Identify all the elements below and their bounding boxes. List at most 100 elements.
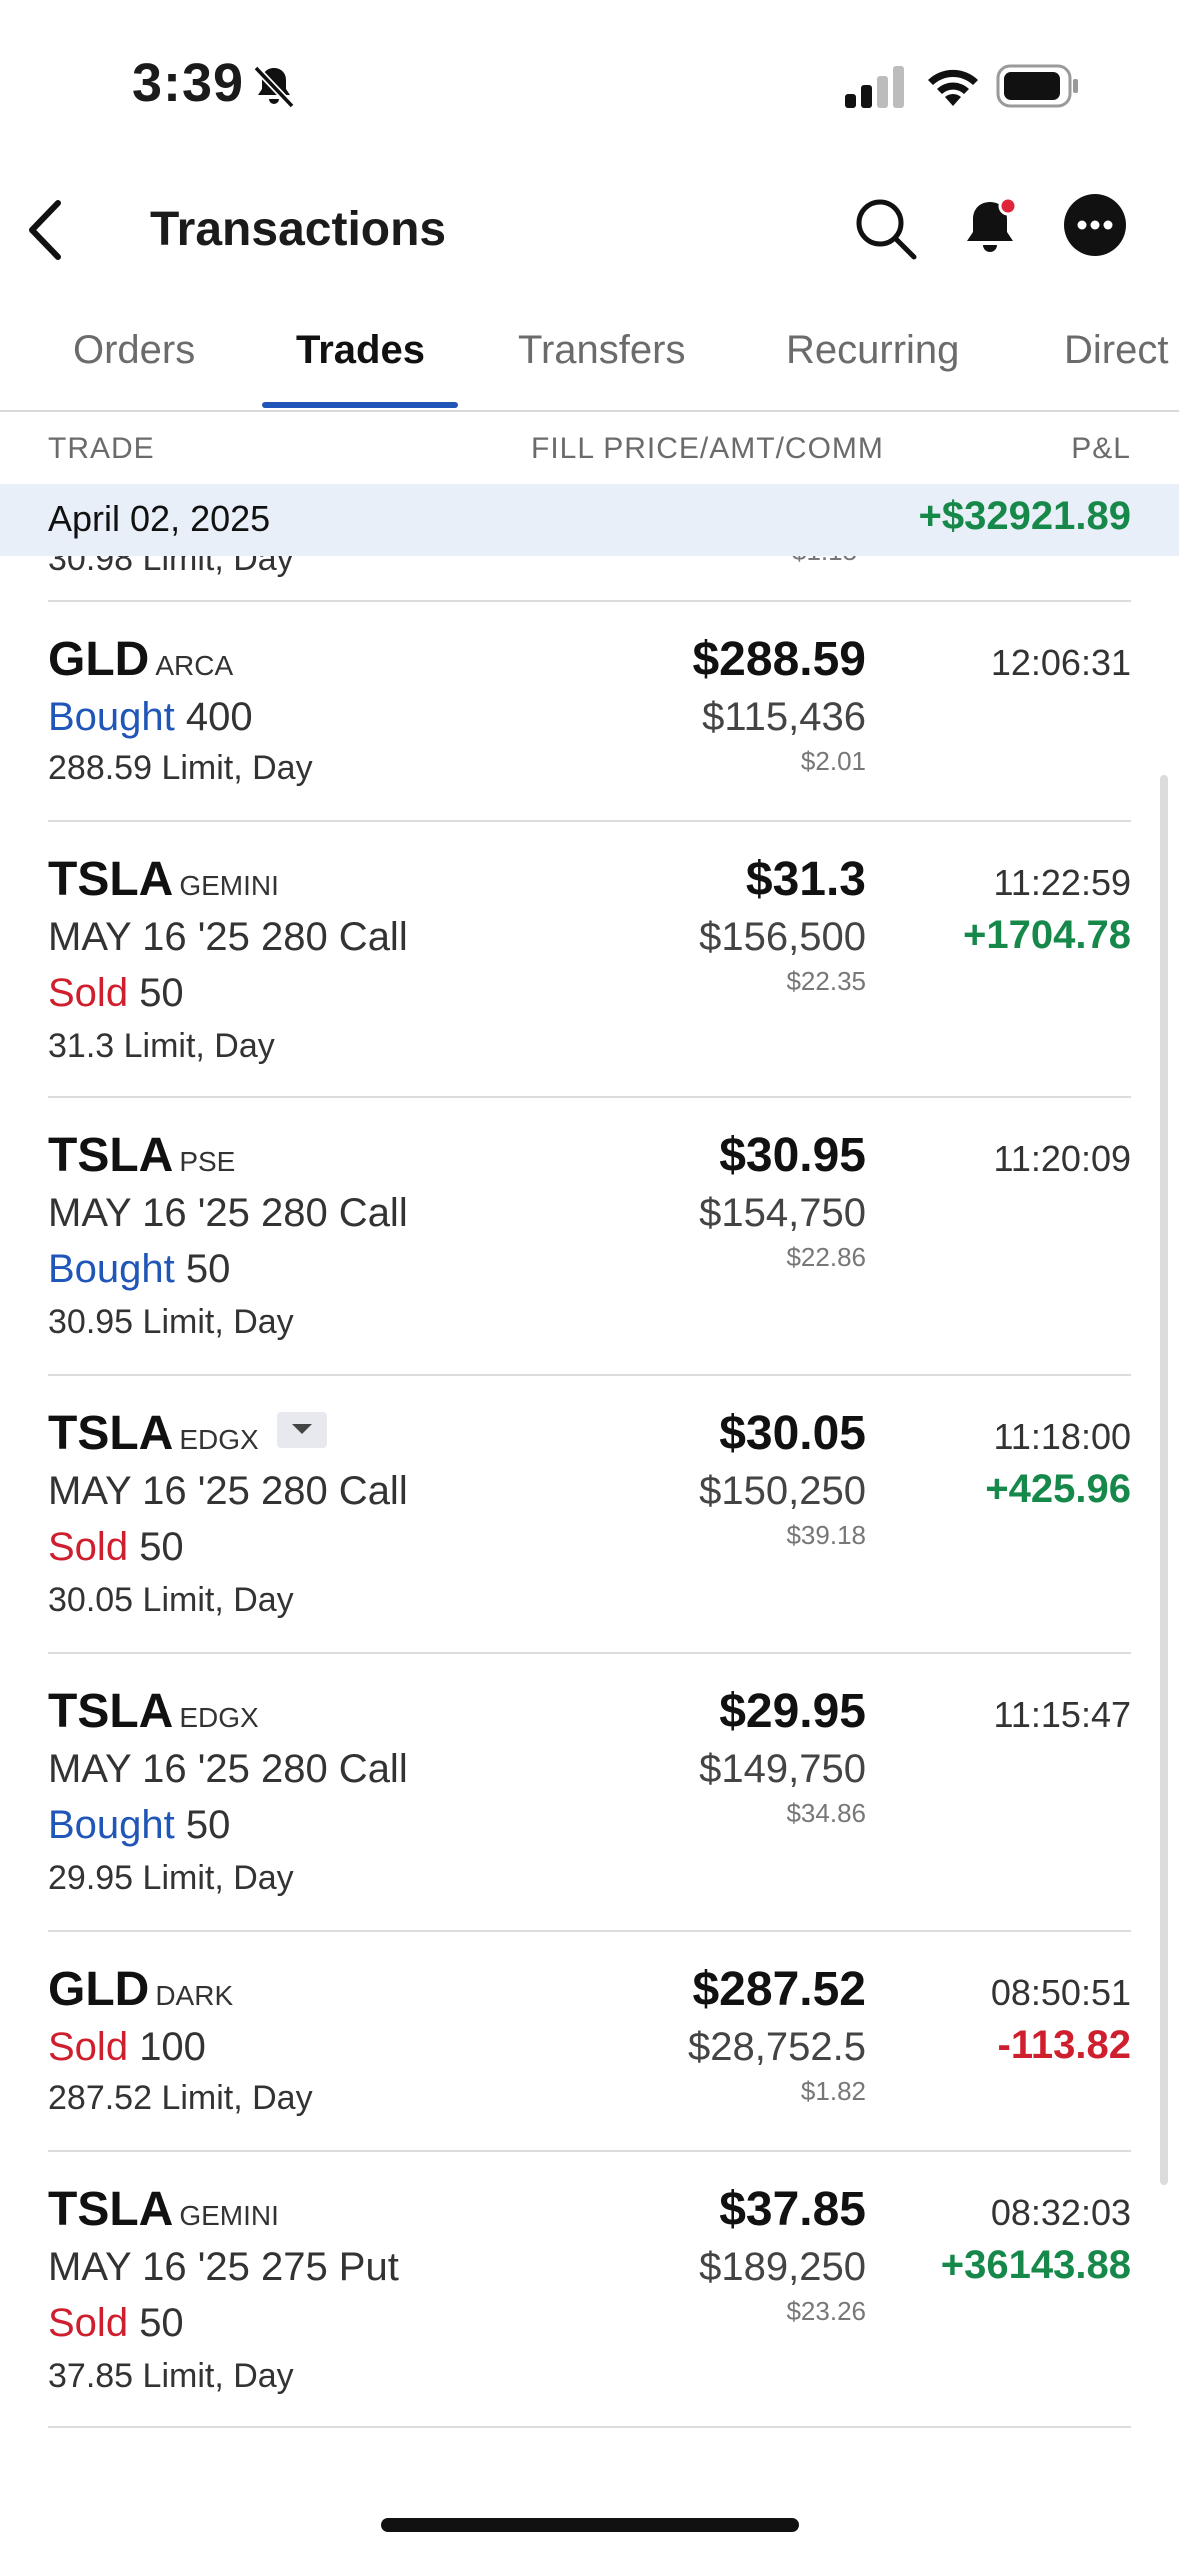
cellular-signal-icon [845,66,904,108]
column-header-fill: FILL PRICE/AMT/COMM [531,432,884,465]
tab-transfers[interactable]: Transfers [518,328,686,372]
bell-muted-icon [253,65,295,109]
trade-row[interactable]: TSLA PSE MAY 16 '25 280 Call Bought 50 30… [0,1128,1179,1368]
trade-time: 11:15:47 [993,1694,1131,1735]
trade-order-type: 30.95 Limit, Day [48,1303,294,1341]
trade-time: 08:32:03 [990,2192,1131,2233]
row-divider [48,820,1131,822]
trade-pl: +425.96 [985,1467,1131,1511]
trade-commission: $39.18 [786,1520,866,1550]
trade-pl: -113.82 [997,2023,1131,2067]
trade-exchange: PSE [179,1146,236,1177]
trade-order-type: 287.52 Limit, Day [48,2079,313,2117]
trade-amount: $189,250 [699,2245,866,2289]
trade-order-type: 31.3 Limit, Day [48,1027,275,1065]
trade-commission: $22.86 [786,1242,866,1272]
trade-row[interactable]: GLD ARCA Bought 400 288.59 Limit, Day $28… [0,632,1179,822]
trade-symbol: TSLA GEMINI [48,2183,279,2236]
trade-symbol: TSLA EDGX [48,1685,259,1738]
battery-icon [996,64,1078,108]
trade-exchange: EDGX [179,1702,259,1733]
ellipsis-icon [1077,220,1113,230]
trade-time: 11:22:59 [993,862,1131,903]
trade-symbol: GLD ARCA [48,633,234,686]
trade-exchange: ARCA [155,650,234,681]
trade-time: 11:18:00 [993,1416,1131,1457]
trade-row[interactable]: TSLA EDGX MAY 16 '25 280 Call Bought 50 2… [0,1684,1179,1924]
trade-time: 08:50:51 [990,1972,1131,2013]
trade-symbol: TSLA PSE [48,1129,236,1182]
active-tab-indicator [262,402,458,408]
back-chevron-icon[interactable] [22,195,70,265]
trade-amount: $150,250 [699,1469,866,1513]
trade-commission: $34.86 [786,1798,866,1828]
trade-fill-price: $30.05 [719,1407,866,1460]
trade-commission: $2.01 [800,746,866,776]
tab-recurring[interactable]: Recurring [786,328,960,372]
tab-trades[interactable]: Trades [296,328,425,372]
trade-fill-price: $288.59 [692,633,866,686]
trade-fill-price: $31.3 [745,853,866,906]
trade-row[interactable]: GLD DARK Sold 100 287.52 Limit, Day $287.… [0,1962,1179,2152]
trade-pl: +36143.88 [940,2243,1131,2287]
trade-order-type: 30.05 Limit, Day [48,1581,294,1619]
trade-amount: $28,752.5 [688,2025,866,2069]
trade-action: Sold 50 [48,1525,184,1569]
trade-row[interactable]: TSLA GEMINI MAY 16 '25 275 Put Sold 50 37… [0,2182,1179,2422]
home-indicator[interactable] [381,2518,799,2532]
row-divider [48,2150,1131,2152]
tab-direct[interactable]: Direct [1064,328,1169,372]
trade-contract: MAY 16 '25 280 Call [48,1747,408,1791]
trade-amount: $156,500 [699,915,866,959]
scrollbar[interactable] [1160,775,1168,2185]
column-header-trade: TRADE [48,432,155,465]
trade-symbol: TSLA EDGX [48,1406,327,1468]
trade-action: Bought 400 [48,695,253,739]
column-headers: TRADE FILL PRICE/AMT/COMM P&L [0,412,1179,484]
trade-exchange: GEMINI [179,2200,279,2231]
trade-commission: $22.35 [786,966,866,996]
status-time: 3:39 [132,53,245,113]
tab-orders[interactable]: Orders [73,328,196,372]
trade-row[interactable]: TSLA GEMINI MAY 16 '25 280 Call Sold 50 3… [0,852,1179,1092]
more-options-button[interactable] [1064,194,1126,256]
expand-dropdown-button[interactable] [276,1412,327,1449]
search-icon[interactable] [852,195,918,261]
trade-time: 11:20:09 [993,1138,1131,1179]
trade-time: 12:06:31 [990,642,1131,683]
row-divider [48,2426,1131,2428]
row-divider [48,1930,1131,1932]
tab-bar: Orders Trades Transfers Recurring Direct [0,310,1179,412]
trade-symbol: GLD DARK [48,1963,234,2016]
trade-fill-price: $30.95 [719,1129,866,1182]
trade-contract: MAY 16 '25 280 Call [48,1469,408,1513]
trade-action: Bought 50 [48,1803,231,1847]
trade-contract: MAY 16 '25 275 Put [48,2245,399,2289]
trade-commission: $23.26 [786,2296,866,2326]
trade-order-type: 37.85 Limit, Day [48,2357,294,2395]
date-group-header: April 02, 2025 +$32921.89 [0,484,1179,556]
page-title: Transactions [150,203,447,256]
status-bar: 3:39 [0,0,1179,170]
partial-trade-order: 30.98 Limit, Day [48,540,294,578]
trade-symbol: TSLA GEMINI [48,853,279,906]
trade-exchange: DARK [155,1980,234,2011]
row-divider [48,1374,1131,1376]
trade-fill-price: $287.52 [692,1963,866,2016]
trade-amount: $149,750 [699,1747,866,1791]
trade-action: Sold 50 [48,2301,184,2345]
trade-commission: $1.82 [800,2076,866,2106]
date-group-date: April 02, 2025 [48,498,271,539]
row-divider [48,600,1131,602]
trade-action: Bought 50 [48,1247,231,1291]
trade-amount: $115,436 [702,695,866,739]
trade-exchange: GEMINI [179,870,279,901]
row-divider [48,1096,1131,1098]
trade-fill-price: $37.85 [719,2183,866,2236]
notifications-bell-icon[interactable] [960,192,1024,262]
trade-fill-price: $29.95 [719,1685,866,1738]
trade-amount: $154,750 [699,1191,866,1235]
trade-row[interactable]: TSLA EDGX MAY 16 '25 280 Call Sold 50 30.… [0,1406,1179,1646]
trade-pl: +1704.78 [963,913,1131,957]
column-header-pl: P&L [1071,432,1131,465]
